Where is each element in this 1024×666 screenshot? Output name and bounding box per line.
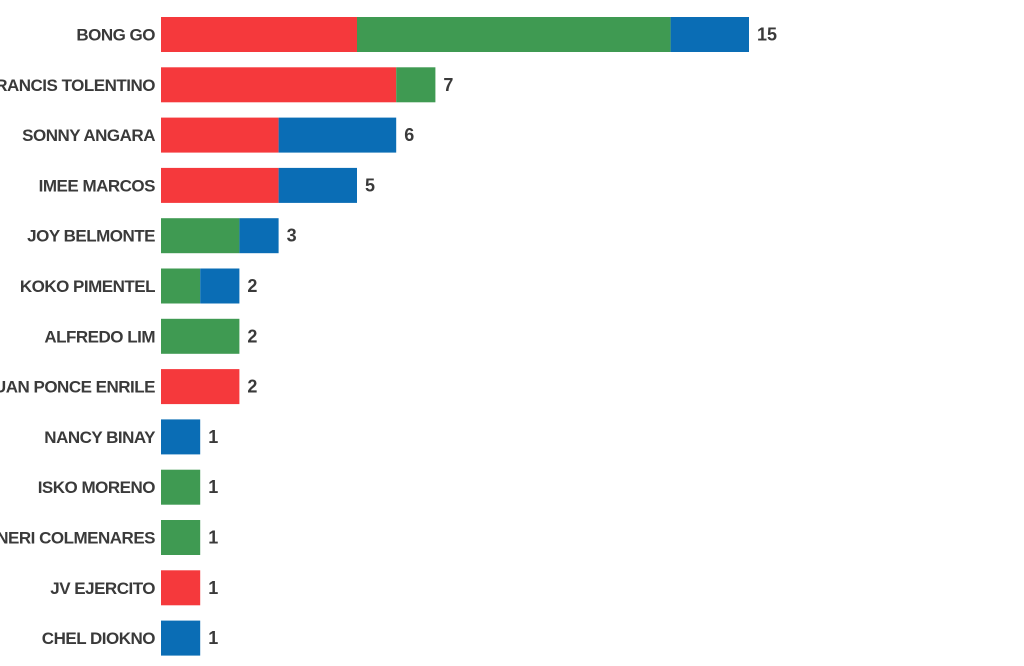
total-value-label: 1 — [208, 427, 218, 447]
category-label: FRANCIS TOLENTINO — [0, 76, 155, 95]
bar-segment-series-1 — [161, 117, 279, 153]
bar-segment-series-1 — [161, 369, 240, 405]
bar-segment-series-3 — [239, 218, 279, 254]
category-label: BONG GO — [76, 26, 155, 45]
bar-segment-series-3 — [670, 17, 749, 52]
total-value-label: 7 — [443, 75, 453, 95]
category-label: ISKO MORENO — [38, 478, 156, 497]
bar-segment-series-1 — [161, 167, 279, 203]
category-label: KOKO PIMENTEL — [20, 277, 155, 296]
bar-segment-series-2 — [161, 318, 240, 354]
bar-segment-series-2 — [357, 17, 671, 52]
bar-segment-series-1 — [161, 570, 201, 606]
total-value-label: 1 — [208, 477, 218, 497]
bar-segment-series-3 — [161, 419, 201, 455]
bar-segment-series-2 — [161, 268, 201, 304]
category-label: NERI COLMENARES — [0, 529, 155, 548]
total-value-label: 1 — [208, 628, 218, 648]
bar-segment-series-2 — [161, 218, 240, 254]
total-value-label: 2 — [247, 276, 257, 296]
total-value-label: 15 — [757, 25, 777, 45]
category-label: JV EJERCITO — [50, 579, 155, 598]
total-value-label: 3 — [287, 226, 297, 246]
bar-segment-series-1 — [161, 17, 357, 52]
category-label: SONNY ANGARA — [22, 126, 155, 145]
bar-segment-series-1 — [161, 67, 397, 103]
category-label: ALFREDO LIM — [44, 327, 155, 346]
total-value-label: 1 — [208, 578, 218, 598]
bar-segment-series-3 — [200, 268, 240, 304]
category-label: NANCY BINAY — [44, 428, 156, 447]
bar-segment-series-3 — [278, 167, 357, 203]
total-value-label: 5 — [365, 175, 375, 195]
bar-segment-series-3 — [278, 117, 397, 153]
total-value-label: 6 — [404, 125, 414, 145]
category-label: CHEL DIOKNO — [42, 629, 155, 648]
bar-segment-series-3 — [161, 620, 201, 656]
total-labels: 15 7 6 5 3 2 2 2 1 1 1 1 1 — [208, 25, 777, 649]
category-label: JOY BELMONTE — [27, 227, 155, 246]
bar-segment-series-2 — [161, 520, 201, 555]
category-label: JUAN PONCE ENRILE — [0, 378, 155, 397]
bar-segment-series-2 — [161, 469, 201, 505]
bars — [161, 17, 749, 656]
category-labels: BONG GO FRANCIS TOLENTINO SONNY ANGARA IMEE… — [0, 26, 157, 649]
total-value-label: 1 — [208, 528, 218, 548]
category-label: IMEE MARCOS — [39, 176, 156, 195]
bar-segment-series-2 — [396, 67, 436, 103]
total-value-label: 2 — [247, 326, 257, 346]
total-value-label: 2 — [247, 377, 257, 397]
